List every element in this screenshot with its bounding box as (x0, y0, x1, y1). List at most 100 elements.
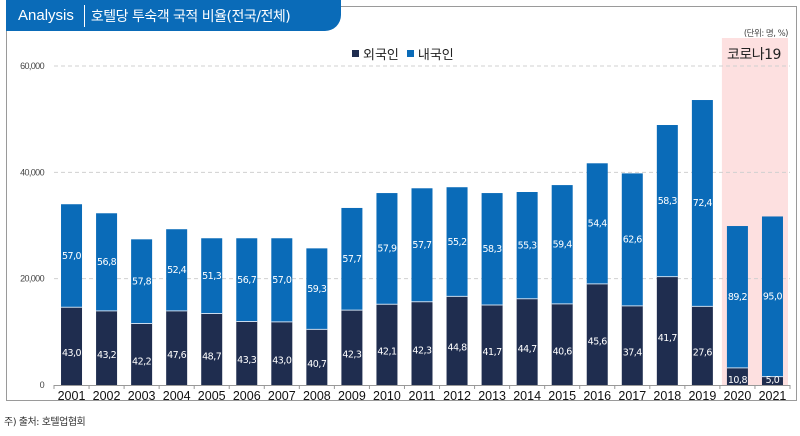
bar-foreign (691, 306, 713, 385)
x-tick-label: 2021 (759, 389, 787, 403)
bar-foreign (341, 310, 363, 385)
data-label-domestic: 62,6 (623, 235, 643, 246)
x-tick-label: 2017 (618, 389, 646, 403)
y-tick-label: 0 (40, 380, 45, 390)
data-label-foreign: 43,0 (272, 355, 292, 366)
data-label-foreign: 42,3 (342, 350, 362, 361)
x-tick-label: 2001 (58, 389, 86, 403)
legend-label-domestic: 내국인 (417, 48, 454, 63)
data-label-domestic: 56,8 (97, 257, 117, 268)
data-label-domestic: 52,4 (167, 265, 187, 276)
legend-swatch-domestic (406, 50, 414, 57)
x-tick-label: 2015 (548, 389, 576, 403)
data-label-domestic: 54,4 (588, 219, 608, 230)
bar-foreign (201, 313, 223, 385)
data-label-foreign: 41,7 (483, 347, 503, 358)
bar-domestic (726, 226, 748, 368)
x-tick-label: 2005 (198, 389, 226, 403)
data-label-foreign: 27,6 (693, 348, 713, 359)
x-tick-label: 2013 (478, 389, 506, 403)
bar-domestic (236, 238, 258, 322)
bar-foreign (236, 321, 258, 385)
bar-foreign (726, 367, 748, 385)
chart-frame (6, 6, 797, 401)
data-label-domestic: 57,0 (272, 275, 292, 286)
unit-label: (단위: 명, %) (743, 29, 789, 39)
x-tick-label: 2004 (163, 389, 191, 403)
data-label-foreign: 42,2 (132, 356, 152, 367)
data-label-foreign: 42,1 (377, 347, 397, 358)
data-label-domestic: 89,2 (728, 292, 748, 303)
bar-domestic (376, 193, 398, 305)
data-label-foreign: 45,6 (588, 336, 608, 347)
bar-domestic (691, 100, 713, 307)
x-tick-label: 2012 (443, 389, 471, 403)
x-tick-label: 2009 (338, 389, 366, 403)
data-label-domestic: 57,8 (132, 276, 152, 287)
bar-domestic (516, 192, 538, 299)
data-label-foreign: 44,8 (447, 343, 467, 354)
data-label-domestic: 58,3 (483, 244, 503, 255)
y-tick-label: 40,000 (20, 167, 45, 177)
covid-highlight-label: 코로나19 (727, 47, 781, 63)
data-label-domestic: 57,7 (412, 240, 432, 251)
bar-foreign (656, 276, 678, 385)
bar-foreign (761, 376, 783, 385)
x-tick-label: 2002 (93, 389, 121, 403)
chart-title: 호텔당 투숙객 국적 비율(전국/전체) (90, 8, 291, 25)
bar-domestic (551, 185, 573, 304)
bar-foreign (551, 303, 573, 385)
legend-swatch-foreign (352, 50, 359, 57)
data-label-domestic: 56,7 (237, 275, 257, 286)
data-label-domestic: 59,4 (553, 239, 573, 250)
x-tick-label: 2018 (653, 389, 681, 403)
bar-domestic (201, 238, 223, 314)
data-label-foreign: 40,7 (307, 359, 327, 370)
header-tag: Analysis (18, 7, 74, 24)
x-tick-label: 2011 (409, 389, 436, 403)
data-label-foreign: 5,0 (766, 375, 780, 386)
bar-foreign (586, 283, 608, 385)
x-tick-label: 2014 (513, 389, 541, 403)
y-tick-label: 20,000 (20, 274, 45, 284)
data-label-domestic: 59,3 (307, 284, 327, 295)
bar-domestic (61, 204, 83, 308)
bar-domestic (166, 229, 188, 311)
axis-layer: 0 20,000 40,000 60,000 2001 2002 2003 2004 2005 2… (20, 61, 791, 403)
bar-foreign (306, 329, 328, 385)
chart-header: Analysis 호텔당 투숙객 국적 비율(전국/전체) (6, 0, 341, 31)
data-label-domestic: 95,0 (763, 292, 783, 303)
bar-domestic (656, 125, 678, 277)
data-label-foreign: 48,7 (202, 351, 222, 362)
bar-domestic (271, 238, 293, 322)
data-label-foreign: 44,7 (518, 344, 538, 355)
x-tick-label: 2008 (303, 389, 331, 403)
data-label-domestic: 57,7 (342, 254, 362, 265)
x-tick-label: 2007 (268, 389, 296, 403)
data-label-foreign: 42,3 (412, 345, 432, 356)
bar-foreign (411, 301, 433, 385)
data-label-domestic: 57,9 (377, 244, 397, 255)
legend-item-foreign: 외국인 (352, 44, 399, 63)
x-tick-label: 2019 (688, 389, 716, 403)
bar-foreign (516, 298, 538, 385)
bar-domestic (96, 213, 118, 311)
bar-foreign (446, 296, 468, 385)
bar-foreign (271, 321, 293, 385)
legend-item-domestic: 내국인 (406, 44, 454, 63)
y-tick-label: 60,000 (20, 61, 45, 71)
bar-foreign (96, 310, 118, 385)
bar-foreign (481, 304, 503, 385)
bar-domestic (761, 216, 783, 377)
source-footnote: 주) 출처: 호텔업협회 (4, 417, 86, 428)
data-label-foreign: 43,2 (97, 350, 117, 361)
data-label-domestic: 51,3 (202, 271, 222, 282)
bar-foreign (376, 304, 398, 385)
x-tick-label: 2016 (583, 389, 611, 403)
legend-label-foreign: 외국인 (363, 48, 399, 63)
bar-domestic (621, 173, 643, 306)
data-label-domestic: 55,2 (447, 237, 467, 248)
bar-domestic (446, 187, 468, 297)
bar-foreign (131, 323, 153, 385)
